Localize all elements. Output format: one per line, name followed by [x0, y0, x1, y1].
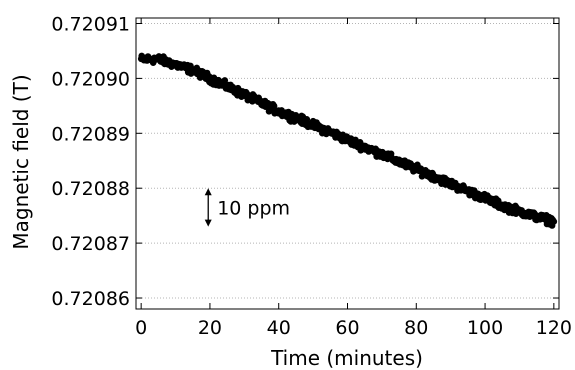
- y-tick-label: 0.72091: [51, 13, 130, 35]
- data-point: [270, 102, 278, 110]
- grid-lines: [136, 22, 559, 299]
- x-tick-label: 60: [335, 317, 359, 339]
- x-axis-label: Time (minutes): [270, 346, 423, 370]
- y-axis: 0.72086 0.72087 0.72088 0.72089 0.72090 0.720…: [51, 13, 559, 310]
- x-tick-label: 120: [536, 317, 572, 339]
- plot-frame: [135, 17, 560, 310]
- x-tick-label: 0: [135, 317, 147, 339]
- y-tick-label: 0.72087: [51, 233, 130, 255]
- annotation-arrow-down: [204, 219, 212, 227]
- x-axis: 0 20 40 60 80 100 120: [135, 18, 572, 339]
- data-point: [221, 77, 229, 84]
- data-point: [550, 218, 558, 225]
- annotation-arrow-up: [204, 188, 212, 196]
- data-points: [137, 52, 558, 229]
- x-tick-label: 20: [198, 317, 222, 339]
- y-tick-label: 0.72089: [51, 123, 130, 145]
- x-tick-label: 40: [267, 317, 291, 339]
- y-tick-label: 0.72090: [51, 68, 130, 90]
- y-tick-label: 0.72088: [51, 178, 130, 200]
- ppm-annotation: 10 ppm: [204, 188, 290, 227]
- x-tick-label: 100: [467, 317, 503, 339]
- y-tick-label: 0.72086: [51, 288, 130, 310]
- x-tick-label: 80: [404, 317, 428, 339]
- annotation-label: 10 ppm: [217, 197, 290, 219]
- y-axis-label: Magnetic field (T): [9, 74, 33, 249]
